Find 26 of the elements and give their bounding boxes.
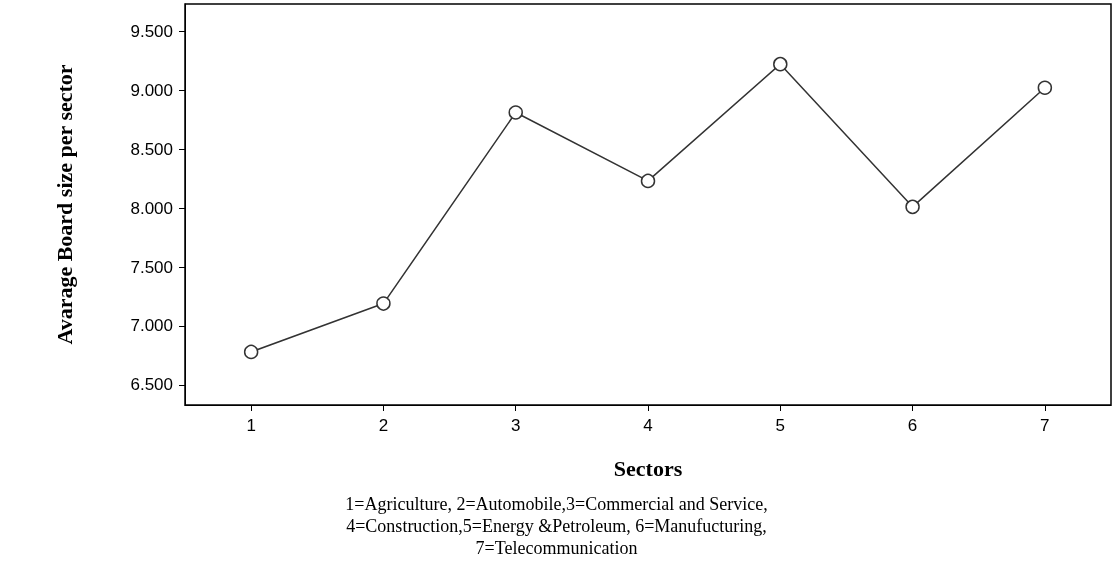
x-axis-title: Sectors	[613, 455, 683, 481]
text: 4=Construction,5=Energy &Petroleum, 6=Manufucturing,	[346, 516, 767, 536]
y-tick-label: 8.500	[130, 139, 173, 159]
x-tick-label: 1	[246, 416, 256, 435]
y-tick-label: 9.500	[130, 21, 173, 41]
x-tick-label: 5	[775, 416, 786, 435]
y-axis-title: Avarage Board size per sector	[51, 64, 77, 345]
point	[905, 199, 920, 215]
text: 7=Telecommunication	[475, 538, 638, 558]
y-tick-label: 7.000	[130, 316, 173, 336]
y-tick-label: 9.000	[130, 80, 173, 100]
text: 1=Agriculture, 2=Automobile,3=Commercial and Service,	[345, 494, 768, 514]
x-tick-label: 7	[1040, 416, 1050, 435]
point	[376, 296, 391, 311]
y-tick-label: 7.500	[130, 257, 173, 277]
point	[508, 105, 523, 120]
x-tick-label: 3	[510, 416, 521, 435]
point	[1037, 80, 1053, 95]
x-tick-label: 2	[378, 416, 389, 435]
x-tick-label: 4	[643, 416, 653, 435]
point	[640, 173, 656, 189]
y-tick-label: 8.000	[130, 198, 173, 218]
point	[773, 56, 788, 72]
x-tick-label: 6	[907, 416, 918, 435]
point	[243, 344, 259, 360]
y-tick-label: 6.500	[130, 375, 173, 395]
